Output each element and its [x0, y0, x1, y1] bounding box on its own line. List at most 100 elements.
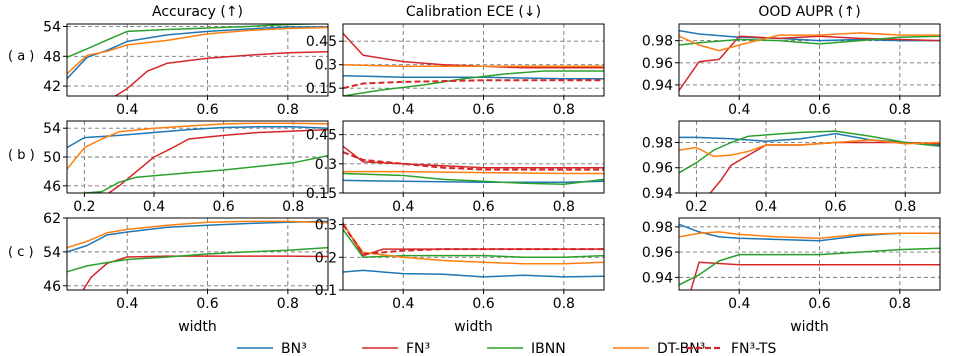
subplot-b-3: 0.2 0.4 0.6 0.8 0.94 0.96 0.98 [642, 120, 941, 215]
series-line-bn3 [679, 29, 940, 42]
axes-frame [66, 23, 329, 97]
x-tick-label: 0.6 [472, 199, 494, 215]
x-tick-label: 0.6 [212, 199, 234, 215]
legend-item-dt-bn3: DT-BN³ [613, 341, 705, 356]
y-tick-label: 0.1 [315, 283, 337, 299]
axes-frame [342, 23, 605, 97]
legend-label: FN³-TS [731, 341, 776, 356]
series-line-fn3 [690, 261, 940, 290]
series-line-fn3 [343, 145, 604, 169]
y-tick-label: 0.3 [315, 218, 337, 234]
axes-frame [678, 217, 941, 291]
series-line-dt-bn3 [67, 122, 328, 170]
row-label-c: ( c ) [8, 245, 34, 260]
y-tick-label: 0.96 [642, 245, 673, 261]
y-tick-label: 0.15 [306, 186, 337, 202]
x-tick-label: 0.8 [889, 296, 911, 312]
y-tick-label: 0.94 [642, 78, 673, 94]
subplot-b-1: 0.2 0.4 0.6 0.8 46 50 54 [43, 120, 329, 215]
axes-frame [678, 120, 941, 194]
series-line-ibnn [343, 70, 604, 96]
row-label-a: ( a ) [8, 49, 34, 64]
x-tick-label: 0.4 [116, 102, 138, 118]
x-tick-label: 0.4 [728, 296, 750, 312]
series-line-fn3 [679, 35, 940, 91]
x-tick-label: 0.6 [824, 199, 846, 215]
y-tick-label: 0.94 [642, 270, 673, 286]
row-label-b: ( b ) [8, 148, 35, 163]
x-tick-label: 0.4 [143, 199, 165, 215]
series-line-ibnn [84, 154, 328, 193]
column-title-3: OOD AUPR (↑) [758, 4, 860, 20]
series-line-dt-bn3 [343, 63, 604, 68]
x-axis-label: width [178, 319, 217, 335]
subplot-a-3: 0.4 0.6 0.8 0.94 0.96 0.98 [642, 23, 941, 118]
y-tick-label: 0.98 [642, 34, 673, 50]
subplot-a-1: 0.4 0.6 0.8 42 48 54 [43, 19, 329, 118]
x-tick-label: 0.4 [755, 199, 777, 215]
series-line-dt-bn3 [679, 32, 940, 52]
y-tick-label: 42 [43, 79, 61, 95]
x-tick-label: 0.6 [196, 296, 218, 312]
series-line-dt-bn3 [67, 26, 328, 75]
series-line-bn3 [67, 220, 328, 253]
y-tick-label: 54 [43, 121, 61, 137]
legend-item-fn3-ts: FN³-TS [687, 341, 776, 356]
y-tick-label: 54 [43, 19, 61, 35]
x-tick-label: 0.4 [728, 102, 750, 118]
series-line-bn3 [67, 126, 328, 149]
y-tick-label: 48 [43, 49, 61, 65]
x-tick-label: 0.4 [392, 296, 414, 312]
series-line-dt-bn3 [67, 220, 328, 249]
subplot-b-2: 0.4 0.6 0.8 0.15 0.3 0.45 [306, 120, 605, 215]
legend-label: FN³ [406, 341, 430, 356]
y-tick-label: 50 [43, 150, 61, 166]
y-tick-label: 0.2 [315, 250, 337, 266]
series-line-ibnn [67, 246, 328, 273]
legend-item-bn3: BN³ [237, 341, 307, 356]
x-tick-label: 0.8 [889, 102, 911, 118]
x-tick-label: 0.6 [472, 102, 494, 118]
axes-frame [678, 23, 941, 97]
x-tick-label: 0.6 [196, 102, 218, 118]
legend-item-ibnn: IBNN [487, 341, 566, 356]
y-tick-label: 0.94 [642, 186, 673, 202]
axes-frame [342, 217, 605, 291]
legend-label: IBNN [531, 341, 566, 356]
axes-frame [66, 217, 329, 291]
series-line-fn3 [343, 222, 604, 257]
series-line-fn3 [343, 32, 604, 69]
axes-frame [342, 120, 605, 194]
y-tick-label: 0.96 [642, 161, 673, 177]
y-tick-label: 0.98 [642, 220, 673, 236]
series-line-fn3-ts [343, 151, 604, 171]
x-tick-label: 0.8 [894, 199, 916, 215]
series-line-fn3-ts [343, 79, 604, 90]
x-tick-label: 0.6 [808, 102, 830, 118]
series-line-ibnn [343, 172, 604, 185]
y-tick-label: 54 [43, 245, 61, 261]
y-tick-label: 0.3 [315, 157, 337, 173]
x-tick-label: 0.4 [392, 199, 414, 215]
y-tick-label: 0.45 [306, 128, 337, 144]
y-tick-label: 0.45 [306, 34, 337, 50]
y-tick-label: 0.15 [306, 81, 337, 97]
subplot-c-1: 0.4 0.6 0.8 46 54 62 width [43, 211, 329, 335]
x-tick-label: 0.8 [553, 296, 575, 312]
x-tick-label: 0.8 [553, 102, 575, 118]
series-line-ibnn [679, 247, 940, 286]
subplot-c-2: 0.4 0.6 0.8 0.1 0.2 0.3 width [315, 217, 605, 335]
x-tick-label: 0.6 [808, 296, 830, 312]
y-tick-label: 46 [43, 279, 61, 295]
series-line-bn3 [343, 269, 604, 278]
x-tick-label: 0.8 [282, 199, 304, 215]
series-line-bn3 [679, 132, 940, 146]
x-tick-label: 0.4 [392, 102, 414, 118]
x-tick-label: 0.4 [116, 296, 138, 312]
x-axis-label: width [790, 319, 829, 335]
series-line-ibnn [679, 35, 940, 46]
series-line-ibnn [343, 229, 604, 259]
y-tick-label: 0.98 [642, 135, 673, 151]
series-line-dt-bn3 [343, 224, 604, 265]
